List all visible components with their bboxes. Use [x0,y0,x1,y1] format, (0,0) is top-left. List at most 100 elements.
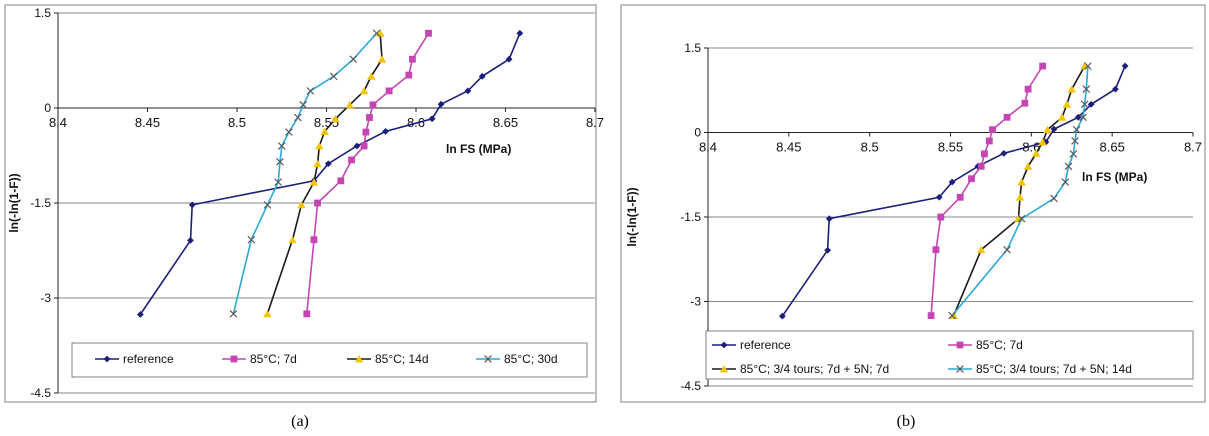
data-point [345,100,354,109]
data-point [977,162,985,170]
x-axis-label: ln FS (MPa) [1082,170,1147,184]
data-point [309,178,319,186]
data-point [935,193,943,201]
data-point [1024,85,1032,93]
data-point [315,142,324,150]
legend-label: 85°C; 7d [976,338,1023,352]
series-2 [927,62,1047,319]
data-point [1069,150,1078,158]
y-tick-label: -3 [690,295,701,309]
data-point [428,115,436,123]
data-point [310,236,318,244]
data-point [331,114,340,123]
data-point [299,101,308,109]
data-point [1061,178,1070,186]
data-point [1031,149,1041,157]
x-tick-label: 8.7 [1184,140,1202,155]
legend-marker [103,355,111,363]
y-tick-label: 1.5 [34,6,51,20]
data-point [981,150,988,158]
data-point [516,29,524,37]
data-point [377,55,387,63]
data-point [1050,125,1058,133]
data-point [425,29,432,37]
data-point [187,236,194,244]
x-tick-label: 8.55 [314,115,339,130]
data-point [1039,62,1047,70]
data-point [349,55,358,64]
legend-label: reference [123,352,174,366]
x-tick-label: 8.5 [228,115,246,130]
data-point [362,128,370,136]
y-tick-label: -1.5 [680,210,701,224]
y-tick-label: 1.5 [684,41,701,55]
legend-marker [719,365,729,373]
series-1 [136,29,524,318]
data-point [297,201,306,209]
series-2 [303,29,432,318]
y-axis-label: ln(-ln(1-F)) [7,173,21,232]
data-point [1067,85,1076,93]
data-point [1072,125,1081,134]
data-point [382,128,389,135]
legend-label: 85°C; 3/4 tours; 7d + 5N; 14d [976,362,1132,376]
data-point [1043,125,1052,134]
legend-marker [956,365,964,373]
legend-marker [230,355,238,363]
series-1 [778,62,1129,320]
data-point [360,142,368,150]
data-point [263,201,272,209]
series-4 [948,62,1092,320]
data-point [1003,113,1011,121]
data-point [276,158,284,166]
y-tick-label: -4.5 [680,379,701,393]
data-point [409,55,416,63]
legend-label: reference [740,338,791,352]
data-point [294,113,302,122]
data-point [359,87,369,95]
data-point [949,311,958,319]
y-tick-label: -4.5 [30,386,51,400]
data-point [1038,138,1047,146]
x-tick-label: 8.7 [586,115,604,130]
data-point [324,160,332,168]
data-point [274,178,282,186]
data-point [385,87,393,95]
data-point [353,142,361,150]
data-point [948,178,956,186]
data-point [348,156,355,164]
y-tick-label: -3 [40,291,51,305]
legend-label: 85°C; 14d [375,352,429,366]
data-point [1015,193,1025,201]
data-point [1064,162,1073,171]
data-point [824,246,832,254]
data-point [277,142,286,150]
x-tick-label: 8.4 [699,140,717,155]
data-point [329,72,338,81]
data-point [956,193,964,201]
legend-marker [484,355,492,363]
data-point [948,311,956,320]
legend-label: 85°C; 3/4 tours; 7d + 5N; 7d [740,362,889,376]
y-tick-label: 0 [694,126,701,140]
data-point [478,72,486,80]
data-point [1057,113,1067,121]
y-tick-label: 0 [44,101,51,115]
data-point [288,235,297,244]
data-point [303,310,311,318]
data-point [932,246,940,254]
x-tick-label: 8.65 [1100,140,1125,155]
data-point [337,177,345,185]
data-point [263,309,272,318]
data-point [1021,99,1029,107]
x-axis-label: ln FS (MPa) [446,142,511,156]
chart-a: 1.50-1.5-3-4.58.4 8.45 8.5 8.55 8.6 8.65 8.7ln… [4,4,604,403]
data-point [989,126,996,134]
data-point [778,312,786,320]
x-tick-label: 8.5 [861,140,879,155]
data-point [1062,100,1072,108]
x-tick-label: 8.4 [49,115,67,130]
data-point [1121,62,1129,70]
data-point [1000,149,1008,157]
